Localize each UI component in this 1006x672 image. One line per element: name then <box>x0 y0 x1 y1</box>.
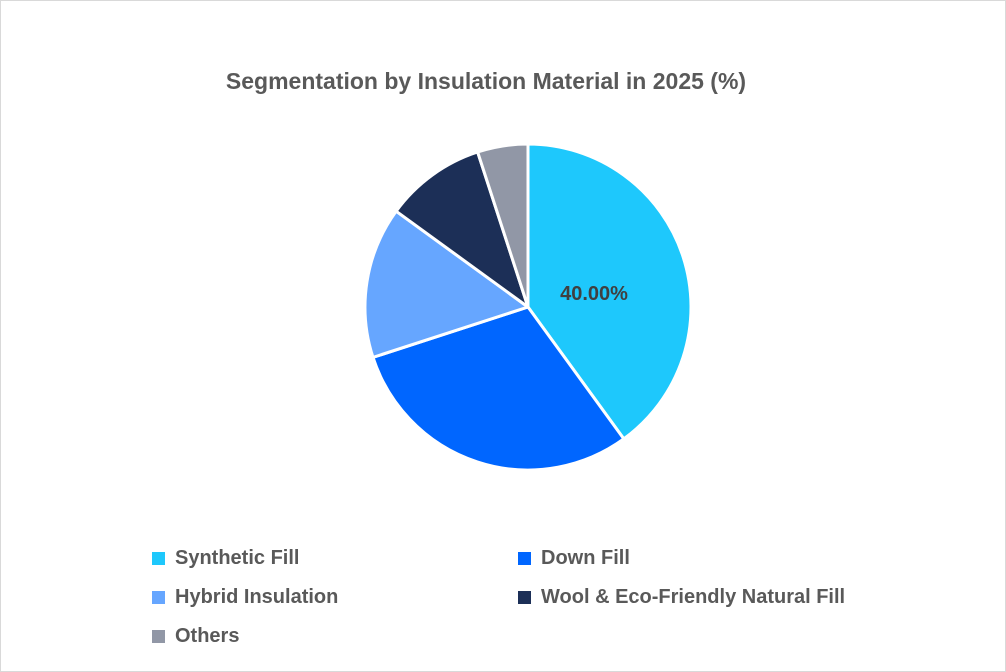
legend-label: Others <box>175 624 240 647</box>
legend-swatch-others <box>152 629 165 643</box>
legend: Synthetic Fill Down Fill Hybrid Insulati… <box>152 545 912 649</box>
legend-swatch-down-fill <box>518 551 531 565</box>
pie-slice-hybrid-insulation <box>363 209 530 359</box>
slice-label-synthetic-fill: 40.00% <box>560 283 628 305</box>
legend-swatch-wool-natural-fill <box>518 590 531 604</box>
chart-title: Segmentation by Insulation Material in 2… <box>225 68 747 94</box>
legend-swatch-synthetic-fill <box>152 551 165 565</box>
legend-item-hybrid-insulation: Hybrid Insulation <box>152 584 518 610</box>
legend-label: Hybrid Insulation <box>175 585 339 608</box>
pie-slice-wool-eco-friendly-natural-fill <box>394 150 530 309</box>
legend-label: Wool & Eco-Friendly Natural Fill <box>541 585 846 608</box>
legend-item-others: Others <box>152 623 518 649</box>
pie-slices <box>363 142 693 472</box>
legend-swatch-hybrid-insulation <box>152 590 165 604</box>
pie-slice-others <box>476 142 530 309</box>
pie-slice-down-fill <box>371 305 626 472</box>
pie-slice-synthetic-fill <box>526 142 693 441</box>
legend-item-wool-natural-fill: Wool & Eco-Friendly Natural Fill <box>518 584 912 610</box>
legend-item-down-fill: Down Fill <box>518 545 912 571</box>
legend-label: Down Fill <box>541 546 630 569</box>
legend-label: Synthetic Fill <box>175 546 300 569</box>
legend-item-synthetic-fill: Synthetic Fill <box>152 545 518 571</box>
